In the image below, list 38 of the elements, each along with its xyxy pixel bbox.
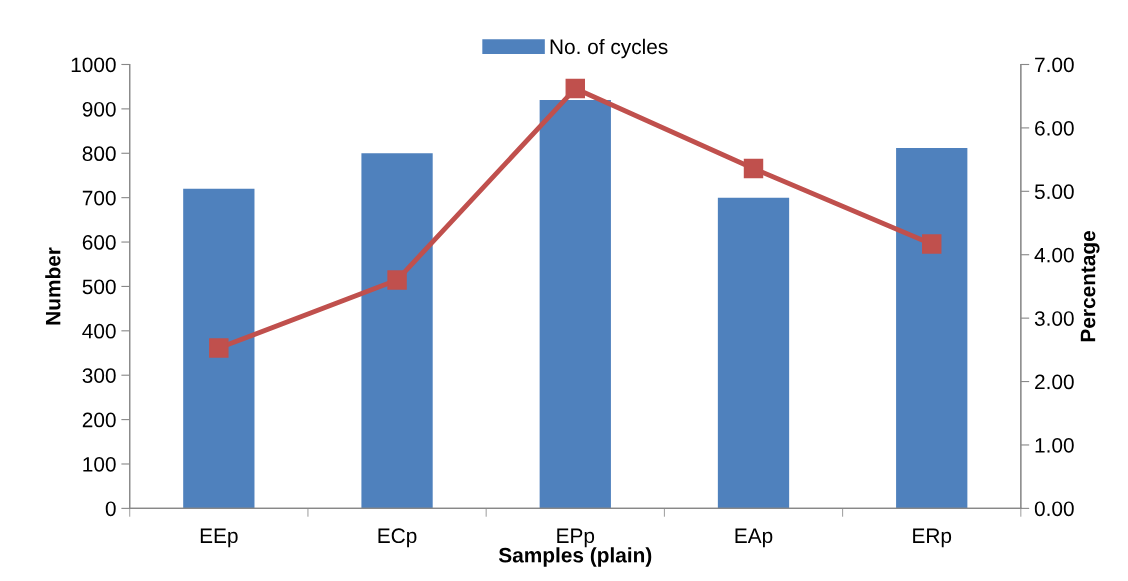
point <box>387 270 407 290</box>
y2-tick-label: 2.00 <box>1035 374 1074 390</box>
bar <box>183 188 255 509</box>
x-tick-label: ECp <box>378 528 417 548</box>
x-tick-label: EPp <box>557 528 595 548</box>
y-tick-label: 600 <box>82 235 116 250</box>
legend-label: No. of cycles <box>550 38 668 59</box>
y2-tick-label: 0.00 <box>1034 501 1074 517</box>
point <box>209 338 229 358</box>
y2-tick-label: 7.00 <box>1035 57 1074 73</box>
y-tick-label: 900 <box>82 101 116 117</box>
y-tick-label: 500 <box>82 279 116 295</box>
x-tick-label: EAp <box>735 528 773 548</box>
point <box>922 234 942 254</box>
y2-tick-label: 3.00 <box>1034 311 1074 326</box>
y-axis-title: Number <box>45 247 61 325</box>
y2-tick-label: 6.00 <box>1035 120 1074 136</box>
x-tick-label: ERp <box>913 528 952 548</box>
bar <box>361 153 433 509</box>
y-tick-label: 300 <box>82 368 116 383</box>
x-axis-title: Samples (plain) <box>498 547 652 567</box>
bar <box>896 147 968 509</box>
y-tick-label: 100 <box>83 456 116 472</box>
y2-axis-title: Percentage <box>1080 230 1100 342</box>
y-tick-label: 800 <box>82 146 116 162</box>
y-tick-label: 400 <box>82 323 116 339</box>
y2-tick-label: 4.00 <box>1034 247 1074 263</box>
x-tick-label: EEp <box>200 528 238 548</box>
y-tick-label: 0 <box>105 501 116 517</box>
y-tick-label: 1000 <box>71 57 116 73</box>
y-tick-label: 200 <box>82 412 116 428</box>
bar <box>539 100 611 509</box>
bar <box>717 197 790 509</box>
y-tick-label: 700 <box>82 190 116 206</box>
point <box>743 158 764 179</box>
y2-tick-label: 5.00 <box>1034 184 1074 200</box>
point <box>565 78 586 99</box>
y2-tick-label: 1.00 <box>1035 437 1074 453</box>
